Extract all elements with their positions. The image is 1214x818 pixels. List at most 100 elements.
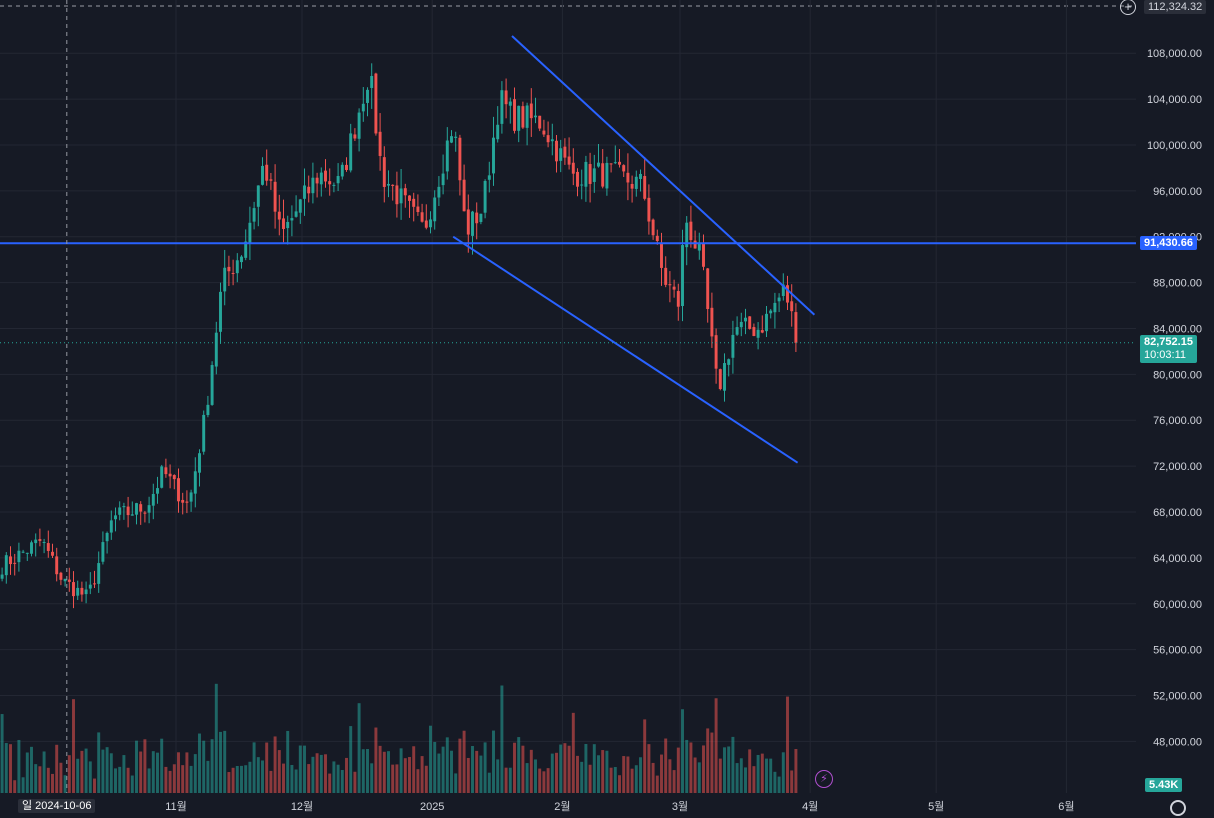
candle-body	[160, 466, 164, 488]
volume-bar	[387, 751, 390, 793]
volume-bar	[202, 740, 206, 793]
candle-body	[445, 140, 449, 172]
volume-bar	[67, 755, 71, 793]
candle-body	[345, 164, 348, 170]
volume-bar	[97, 732, 101, 793]
candle-body	[534, 115, 537, 118]
volume-bar	[529, 749, 533, 793]
volume-bar	[739, 758, 743, 793]
candle-body	[185, 501, 189, 503]
candle-body	[168, 473, 172, 477]
candle-body	[416, 206, 420, 213]
candle-body	[181, 499, 185, 503]
price-tick-label: 72,000.00	[1153, 461, 1202, 473]
volume-bar	[160, 738, 164, 793]
time-axis[interactable]	[0, 793, 1214, 818]
candle-body	[143, 512, 147, 514]
volume-bar	[51, 773, 54, 793]
candle-body	[517, 105, 521, 131]
candle-body	[550, 139, 554, 142]
volume-bar	[437, 753, 441, 793]
candle-body	[135, 503, 138, 515]
volume-bar	[697, 762, 701, 793]
settings-icon[interactable]	[1170, 800, 1186, 816]
candle-body	[773, 302, 777, 313]
candle-body	[466, 209, 470, 235]
candle-body	[576, 171, 579, 187]
volume-bar	[546, 768, 550, 793]
volume-bar	[72, 699, 75, 793]
volume-bar	[4, 743, 8, 793]
candle-body	[588, 164, 592, 184]
candle-body	[542, 130, 546, 135]
candle-body	[676, 291, 680, 307]
volume-bar	[214, 683, 218, 793]
volume-bar	[361, 749, 365, 793]
candle-body	[0, 574, 4, 579]
candle-body	[156, 488, 159, 494]
price-tick-label: 60,000.00	[1153, 599, 1202, 611]
candle-body	[277, 211, 281, 220]
volume-bar	[231, 767, 235, 793]
candle-body	[282, 218, 285, 229]
candle-body	[744, 317, 747, 322]
volume-bar	[105, 747, 109, 793]
price-tick-label: 48,000.00	[1153, 736, 1202, 748]
volume-bar	[735, 763, 739, 793]
volume-label: 5.43K	[1145, 778, 1183, 792]
volume-bar	[655, 775, 659, 793]
volume-bar	[718, 758, 722, 793]
volume-bar	[706, 728, 710, 793]
volume-bar	[416, 769, 420, 793]
volume-bar	[534, 759, 537, 793]
volume-bar	[46, 767, 50, 793]
candle-body	[601, 163, 605, 187]
add-alert-icon[interactable]: +	[1120, 0, 1136, 15]
candle-body	[202, 414, 206, 452]
volume-bar	[458, 738, 462, 793]
volume-bar	[88, 761, 92, 793]
volume-bar	[676, 747, 680, 793]
volume-bar	[483, 742, 487, 793]
volume-bar	[588, 764, 592, 793]
candle-body	[626, 172, 630, 183]
price-axis[interactable]	[1136, 0, 1214, 818]
volume-bar	[370, 763, 374, 793]
candle-body	[210, 365, 214, 405]
candle-body	[630, 183, 634, 189]
candle-body	[660, 242, 663, 268]
candle-body	[584, 161, 588, 187]
candle-body	[252, 208, 256, 222]
candle-body	[580, 184, 584, 186]
candle-body	[307, 186, 311, 194]
volume-bar	[168, 770, 172, 793]
volume-bar	[702, 745, 705, 793]
volume-bar	[156, 752, 159, 793]
time-axis-labels: 11월 12월 2025 2월 3월 4월 5월 6월	[165, 800, 1074, 813]
candle-body	[706, 268, 710, 310]
candle-body	[731, 334, 735, 358]
candle-body	[324, 170, 327, 182]
candle-body	[391, 184, 395, 186]
candle-body	[567, 156, 571, 165]
price-tick-label: 100,000.00	[1147, 140, 1202, 152]
volume-bar	[151, 751, 155, 793]
candle-body	[88, 584, 92, 589]
price-tick-label: 104,000.00	[1147, 94, 1202, 106]
candle-body	[521, 106, 525, 128]
candle-body	[563, 146, 567, 158]
volume-bar	[487, 772, 491, 793]
lightning-icon[interactable]: ⚡	[815, 770, 833, 788]
volume-bar	[412, 746, 416, 793]
volume-bar	[466, 757, 470, 793]
volume-bar	[118, 766, 122, 793]
volume-bar	[454, 773, 458, 793]
candle-body	[240, 256, 243, 263]
volume-bar	[219, 731, 222, 793]
drawings[interactable]	[0, 35, 1136, 464]
volume-bar	[261, 760, 264, 793]
candle-body	[508, 101, 512, 106]
volume-bar	[475, 750, 479, 793]
candle-body	[500, 90, 504, 124]
